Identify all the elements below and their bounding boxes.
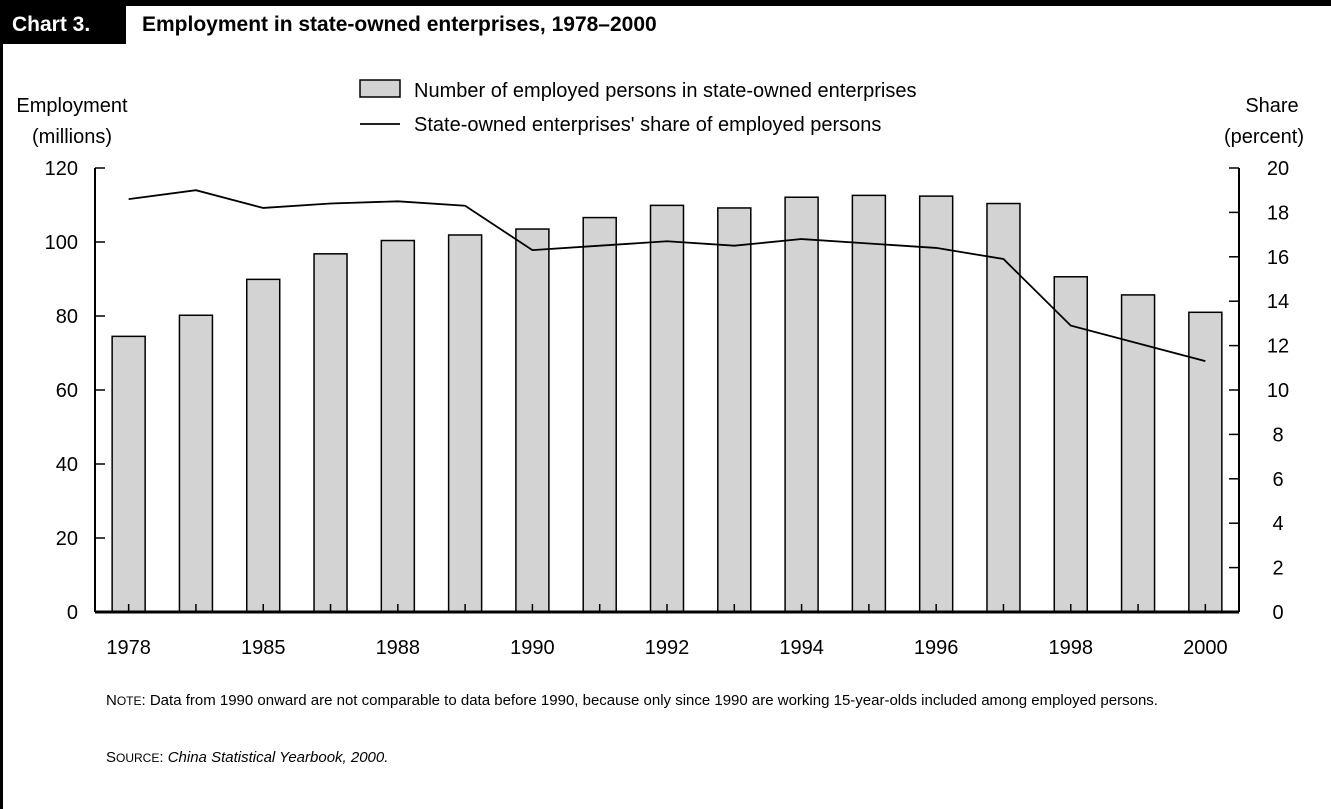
legend: Number of employed persons in state-owne… — [359, 79, 916, 136]
y-right-tick-label: 14 — [1267, 291, 1289, 313]
x-tick-label: 1992 — [645, 637, 690, 659]
source: SOURCE: China Statistical Yearbook, 2000… — [106, 749, 389, 766]
y-right-tick-label: 20 — [1267, 158, 1289, 180]
left-rule — [0, 0, 3, 809]
y-left-tick-label: 20 — [56, 528, 78, 550]
legend-bar-label: Number of employed persons in state-owne… — [414, 80, 916, 102]
x-tick-label: 1978 — [106, 637, 151, 659]
bar-1992 — [649, 204, 685, 613]
bar-1997 — [986, 202, 1021, 613]
y-left-tick-label: 100 — [45, 232, 78, 254]
bar-1990 — [515, 228, 550, 613]
x-tick-label: 1996 — [914, 637, 959, 659]
y-right-tick-label: 18 — [1267, 202, 1289, 224]
bar-1993 — [717, 207, 752, 613]
y-right-tick-label: 6 — [1272, 469, 1283, 491]
legend-bar-swatch — [359, 79, 401, 98]
top-rule — [0, 0, 1331, 6]
y-left-tick-label: 0 — [67, 602, 78, 624]
bar-1998 — [1053, 276, 1089, 613]
bar-1989 — [447, 234, 483, 613]
x-tick-label: 1998 — [1049, 637, 1094, 659]
y-right-tick-label: 16 — [1267, 247, 1289, 269]
y-right-tick-label: 8 — [1272, 424, 1283, 446]
bar-1980 — [178, 314, 214, 613]
y-left-tick-label: 120 — [45, 158, 78, 180]
bar-1991 — [582, 216, 617, 613]
x-tick-label: 1985 — [241, 637, 286, 659]
share-line — [128, 189, 1206, 363]
bar-1988 — [380, 239, 416, 613]
x-tick-label: 1994 — [779, 637, 824, 659]
bar-1995 — [851, 194, 887, 613]
bar-1996 — [918, 195, 954, 613]
y-left-tick-label: 60 — [56, 380, 78, 402]
source-text: China Statistical Yearbook, 2000. — [167, 749, 389, 766]
chart-svg: 0 20 40 60 80 100 120 0 2 4 6 8 10 12 14 16 18 20 1978 1985… — [16, 79, 1304, 659]
legend-line-label: State-owned enterprises' share of employ… — [414, 114, 881, 136]
bar-1985 — [245, 278, 281, 613]
y-left-label: Employment — [16, 95, 128, 117]
note: NOTE: Data from 1990 onward are not comp… — [106, 692, 1158, 709]
chart-title: Employment in state-owned enterprises, 1… — [142, 13, 657, 36]
axes: 0 20 40 60 80 100 120 0 2 4 6 8 10 12 14 16 18 20 1978 1985… — [16, 95, 1304, 659]
bar-1994 — [784, 196, 819, 613]
y-left-label-unit: (millions) — [32, 126, 112, 148]
y-right-tick-label: 4 — [1272, 513, 1283, 535]
x-tick-label: 1990 — [510, 637, 555, 659]
note-text: : Data from 1990 onward are not comparab… — [141, 692, 1158, 709]
y-right-tick-label: 12 — [1267, 336, 1289, 358]
y-left-tick-label: 40 — [56, 454, 78, 476]
y-right-tick-label: 10 — [1267, 380, 1289, 402]
x-tick-label: 2000 — [1183, 637, 1228, 659]
y-right-label-unit: (percent) — [1224, 126, 1304, 148]
bar-2000 — [1188, 311, 1223, 613]
bar-1986 — [313, 253, 348, 613]
bar-series — [111, 194, 1223, 613]
y-left-tick-label: 80 — [56, 306, 78, 328]
y-right-tick-label: 2 — [1272, 558, 1283, 580]
chart-number-label: Chart 3. — [0, 6, 126, 44]
bar-1978 — [111, 335, 146, 613]
line-series — [128, 189, 1206, 363]
x-tick-label: 1988 — [376, 637, 421, 659]
y-right-tick-label: 0 — [1272, 602, 1283, 624]
y-right-label: Share — [1245, 95, 1298, 117]
